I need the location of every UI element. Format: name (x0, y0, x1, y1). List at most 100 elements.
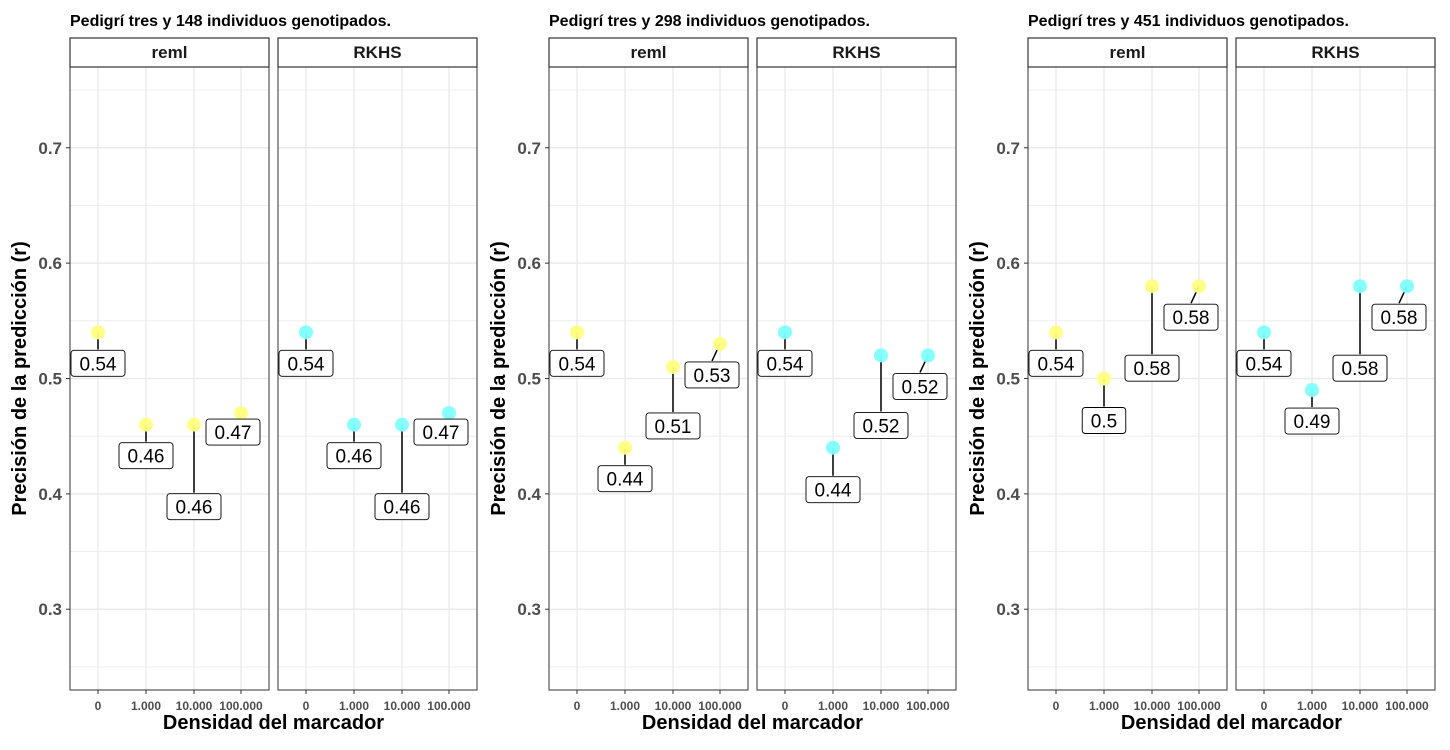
data-label: 0.52 (863, 416, 900, 437)
x-tick-label: 10.000 (384, 699, 421, 713)
data-label-box (1081, 407, 1127, 434)
data-label: 0.46 (336, 447, 373, 468)
y-axis-label: Precisión de la predicción (r) (9, 241, 31, 516)
data-point (666, 359, 680, 374)
y-tick-label: 0.7 (517, 139, 541, 158)
x-tick-label: 10.000 (176, 699, 213, 713)
facet-panel: reml 0 1.000 10.000 100.000 0.54 0.44 0.51 0.53 (548, 37, 749, 713)
data-label: 0.52 (902, 377, 939, 398)
data-label: 0.46 (176, 498, 213, 519)
data-label-box (1284, 407, 1340, 435)
data-label: 0.58 (1134, 359, 1171, 380)
data-point (187, 417, 201, 432)
data-label: 0.49 (1294, 412, 1331, 433)
data-point (778, 325, 792, 340)
chart-title: Pedigrí tres y 148 individuos genotipado… (70, 13, 391, 30)
data-point (442, 406, 456, 421)
x-tick-label: 10.000 (655, 699, 692, 713)
data-point (1145, 279, 1159, 294)
facet-strip-label: RKHS (832, 43, 880, 62)
data-point (1192, 279, 1206, 294)
data-point (713, 336, 727, 351)
facet-panel: reml 0 1.000 10.000 100.000 0.54 0.46 0.46 0.47 (69, 37, 270, 713)
data-label-box (118, 442, 174, 470)
data-point (921, 348, 935, 363)
x-axis-label: Densidad del marcador (642, 712, 863, 734)
data-label-box (1028, 349, 1084, 377)
facet-strip (548, 37, 749, 68)
facet-strip-label: RKHS (353, 43, 401, 62)
y-tick-label: 0.6 (996, 254, 1020, 273)
data-point (91, 325, 105, 340)
facet-panel: reml 0 1.000 10.000 100.000 0.54 0.5 0.58 0.58 (1027, 37, 1228, 713)
x-tick-label: 100.000 (698, 699, 742, 713)
data-point (1305, 383, 1319, 398)
x-tick-label: 0 (574, 699, 581, 713)
y-tick-label: 0.5 (38, 370, 62, 389)
data-label: 0.47 (423, 423, 460, 444)
facet-strip (69, 37, 270, 68)
chart-title: Pedigrí tres y 298 individuos genotipado… (549, 13, 870, 30)
x-tick-label: 1.000 (339, 699, 369, 713)
data-label: 0.58 (1342, 359, 1379, 380)
data-point (874, 348, 888, 363)
data-label: 0.44 (815, 481, 852, 502)
data-label-box (413, 418, 469, 446)
data-label-box (1124, 354, 1180, 382)
data-label-box (205, 418, 261, 446)
data-label: 0.47 (215, 423, 252, 444)
x-tick-label: 1.000 (1297, 699, 1327, 713)
data-label: 0.58 (1173, 308, 1210, 329)
facet-panel: RKHS 0 1.000 10.000 100.000 0.54 0.49 0.58 0.58 (1235, 37, 1436, 713)
y-tick-label: 0.4 (517, 485, 541, 504)
x-tick-label: 100.000 (906, 699, 950, 713)
facet-strip (1235, 37, 1436, 68)
x-tick-label: 0 (95, 699, 102, 713)
data-label: 0.54 (559, 354, 596, 375)
data-point (234, 406, 248, 421)
data-label: 0.5 (1091, 412, 1117, 433)
data-point (1400, 279, 1414, 294)
x-tick-label: 100.000 (427, 699, 471, 713)
y-axis-label: Precisión de la predicción (r) (488, 241, 510, 516)
x-tick-label: 0 (1261, 699, 1268, 713)
x-tick-label: 10.000 (1342, 699, 1379, 713)
data-label: 0.53 (694, 366, 731, 387)
data-point (570, 325, 584, 340)
facet-strip (756, 37, 957, 68)
facet-strip-label: reml (1110, 43, 1146, 62)
data-label-box (1332, 354, 1388, 382)
x-tick-label: 1.000 (131, 699, 161, 713)
x-tick-label: 1.000 (610, 699, 640, 713)
y-tick-label: 0.7 (996, 139, 1020, 158)
data-label: 0.44 (607, 470, 644, 491)
y-tick-label: 0.3 (38, 600, 62, 619)
x-tick-label: 10.000 (1134, 699, 1171, 713)
data-label-box (1163, 303, 1219, 331)
y-tick-label: 0.4 (996, 485, 1020, 504)
chart-group: Pedigrí tres y 148 individuos genotipado… (9, 13, 478, 734)
data-point (618, 440, 632, 455)
x-tick-label: 10.000 (863, 699, 900, 713)
y-tick-label: 0.6 (517, 254, 541, 273)
x-axis-label: Densidad del marcador (163, 712, 384, 734)
data-point (1353, 279, 1367, 294)
facet-strip-label: reml (152, 43, 188, 62)
data-label-box (597, 465, 653, 493)
data-label: 0.54 (1038, 354, 1075, 375)
y-tick-label: 0.4 (38, 485, 62, 504)
data-point (395, 417, 409, 432)
x-tick-label: 1.000 (1089, 699, 1119, 713)
x-tick-label: 100.000 (1385, 699, 1429, 713)
chart-group: Pedigrí tres y 451 individuos genotipado… (967, 13, 1436, 734)
y-tick-label: 0.3 (517, 600, 541, 619)
data-label-box (278, 349, 334, 377)
data-point (826, 440, 840, 455)
x-tick-label: 1.000 (818, 699, 848, 713)
data-label: 0.54 (767, 354, 804, 375)
data-label: 0.51 (655, 417, 692, 438)
data-label-box (684, 361, 740, 389)
data-label-box (326, 442, 382, 470)
data-point (139, 417, 153, 432)
y-tick-label: 0.6 (38, 254, 62, 273)
